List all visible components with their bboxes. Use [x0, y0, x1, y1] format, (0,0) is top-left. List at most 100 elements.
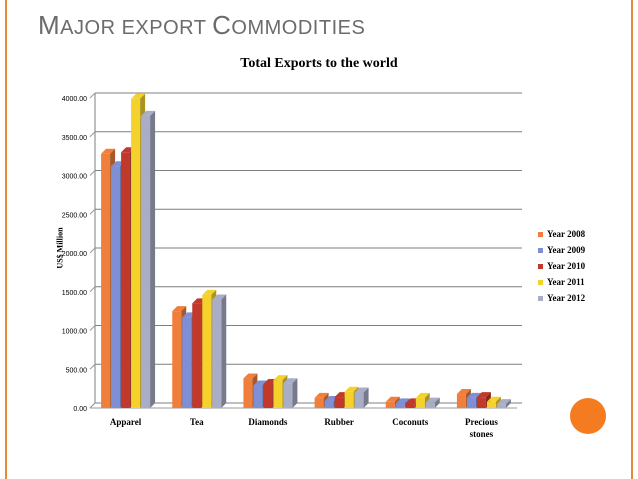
legend-item: Year 2008	[538, 226, 585, 242]
bar-front	[314, 397, 324, 408]
bar-side	[150, 110, 156, 408]
chart-legend: Year 2008 Year 2009 Year 2010 Year 2011 Year…	[538, 226, 585, 306]
bar-front	[344, 391, 354, 408]
bar-front	[111, 166, 121, 408]
bar-front	[243, 378, 253, 408]
bar-front	[415, 397, 425, 408]
gridline-depth	[89, 402, 96, 409]
bar	[354, 387, 369, 408]
bar-top	[172, 306, 187, 312]
bar-top	[141, 110, 156, 116]
bar-top	[486, 396, 501, 402]
legend-item: Year 2012	[538, 290, 585, 306]
bar-front	[141, 115, 151, 408]
bar-top	[202, 289, 217, 295]
gridline-depth	[89, 363, 96, 370]
bar-top	[314, 392, 329, 398]
bar-top	[344, 386, 359, 392]
x-tick-label: Diamonds	[248, 417, 288, 427]
y-tick-label: 2000.00	[62, 251, 87, 258]
gridline-depth	[89, 325, 96, 331]
bar-top	[425, 397, 440, 403]
bar-side	[505, 399, 511, 408]
bar-front	[263, 383, 273, 408]
bar-front	[101, 153, 111, 408]
bar-top	[101, 148, 116, 154]
bar-front	[334, 397, 344, 408]
bar-top	[283, 378, 298, 384]
legend-swatch	[538, 279, 543, 285]
legend-label: Year 2011	[547, 277, 585, 287]
y-tick-label: 0.00	[73, 406, 87, 413]
bar-top	[395, 398, 410, 404]
bar-front	[456, 394, 466, 408]
bar-front	[192, 303, 202, 408]
bar-front	[273, 380, 283, 408]
left-accent-rule	[5, 0, 7, 479]
gridline-depth	[89, 131, 96, 138]
gridline-depth	[89, 170, 96, 176]
bar-top	[496, 399, 511, 405]
bar-side	[292, 378, 298, 408]
decorative-orange-circle	[570, 398, 606, 434]
y-tick-label: 1000.00	[62, 329, 87, 336]
bar	[496, 399, 511, 408]
slide-title-part: AJOR EXPORT	[60, 17, 213, 39]
legend-item: Year 2010	[538, 258, 585, 274]
chart-title: Total Exports to the world	[240, 56, 398, 71]
bar	[212, 294, 227, 408]
gridline-depth	[89, 247, 96, 254]
legend-swatch	[538, 295, 543, 301]
y-tick-label: 2500.00	[62, 212, 87, 219]
legend-label: Year 2008	[547, 229, 586, 239]
bar	[425, 397, 440, 408]
bar-front	[131, 98, 141, 409]
bar-front	[385, 401, 395, 408]
legend-label: Year 2010	[547, 261, 586, 271]
legend-swatch	[538, 231, 543, 237]
legend-label: Year 2012	[547, 293, 586, 303]
bar-front	[405, 403, 415, 408]
bar-side	[434, 397, 440, 408]
bar-top	[385, 396, 400, 402]
x-tick-label: Precious	[465, 417, 498, 427]
bar-front	[486, 401, 496, 408]
bar-top	[253, 380, 268, 386]
bar-side	[363, 387, 369, 408]
bar-front	[395, 403, 405, 408]
bar-front	[476, 397, 486, 408]
y-tick-label: 3000.00	[62, 174, 87, 181]
y-tick-label: 4000.00	[62, 96, 87, 103]
bar-front	[324, 401, 334, 408]
bar-front	[253, 385, 263, 408]
bar-top	[131, 93, 146, 99]
x-tick-label: Coconuts	[392, 417, 429, 427]
bar-top	[354, 387, 369, 393]
bar-side	[221, 294, 227, 408]
bar	[283, 378, 298, 408]
y-tick-label: 1500.00	[62, 290, 87, 297]
x-tick-label: stones	[470, 429, 494, 439]
bar-top	[456, 389, 471, 395]
y-tick-label: 3500.00	[62, 135, 87, 142]
bar-top	[466, 392, 481, 398]
bar-front	[496, 404, 506, 408]
bar	[141, 110, 156, 408]
gridline-depth	[89, 92, 96, 99]
bar-top	[476, 392, 491, 398]
slide-title-part: M	[38, 10, 61, 40]
right-accent-rule	[631, 0, 633, 479]
x-tick-label: Apparel	[110, 417, 142, 427]
bar-top	[415, 392, 430, 398]
legend-item: Year 2009	[538, 242, 585, 258]
gridline-depth	[89, 286, 96, 293]
bar-front	[121, 152, 131, 408]
slide-title-part: OMMODITIES	[231, 17, 366, 39]
legend-item: Year 2011	[538, 274, 585, 290]
legend-swatch	[538, 247, 543, 253]
x-tick-label: Rubber	[324, 417, 354, 427]
bar-top	[212, 294, 227, 300]
legend-label: Year 2009	[547, 245, 586, 255]
bar-front	[354, 392, 364, 408]
